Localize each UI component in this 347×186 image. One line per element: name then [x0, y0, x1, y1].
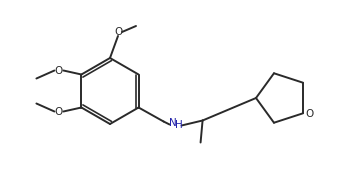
Text: O: O	[305, 109, 313, 119]
Text: O: O	[115, 27, 123, 37]
Text: O: O	[54, 65, 62, 76]
Text: N: N	[169, 118, 177, 129]
Text: H: H	[175, 121, 183, 131]
Text: O: O	[54, 107, 62, 116]
